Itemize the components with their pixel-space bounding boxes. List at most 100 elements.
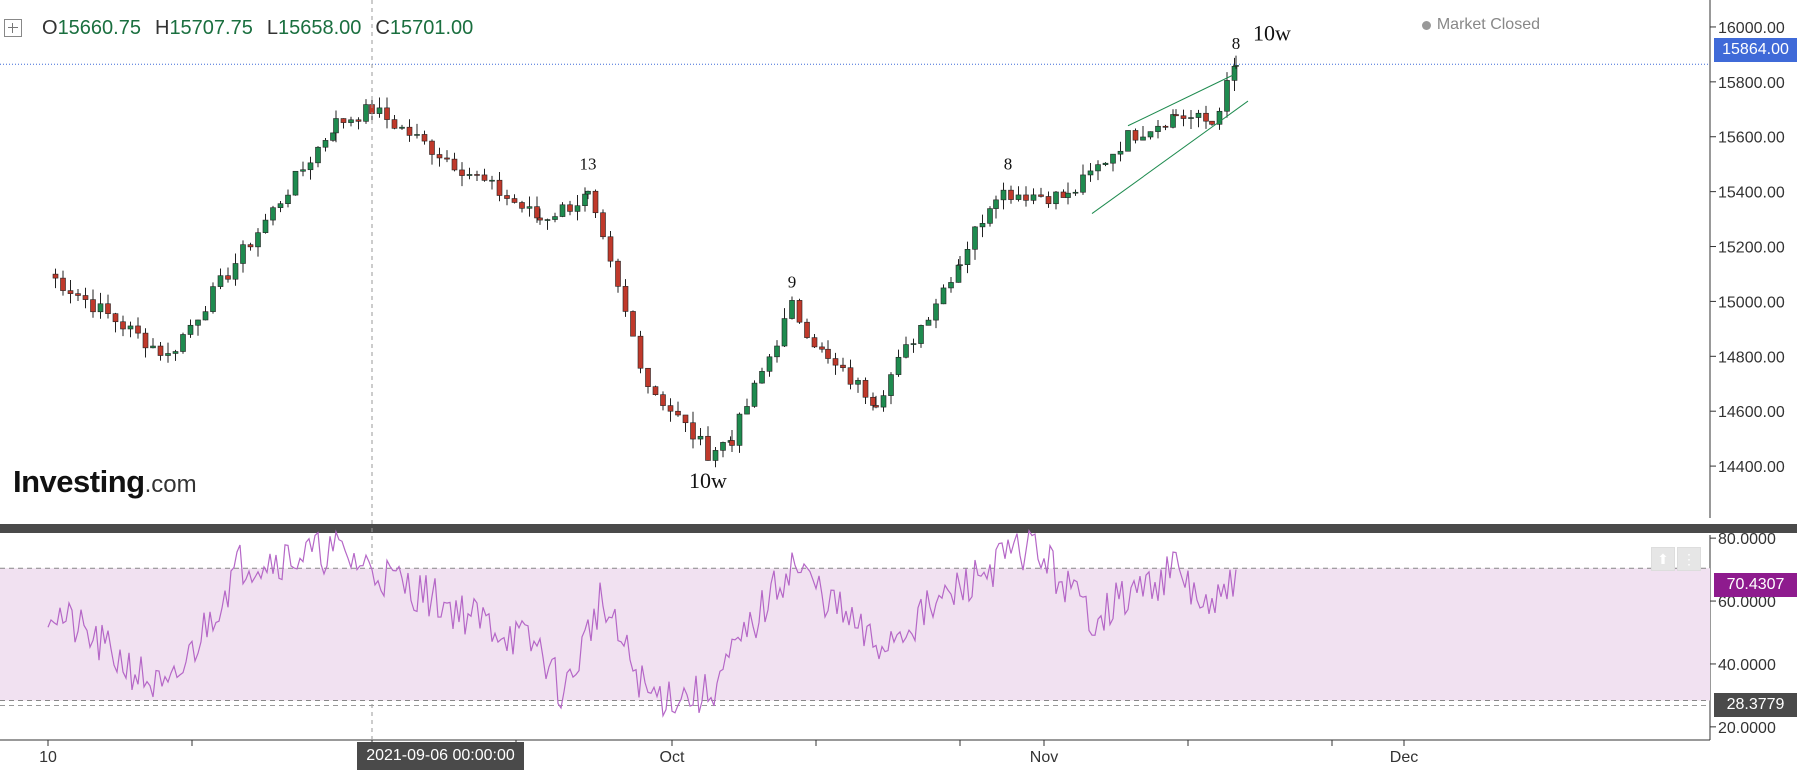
more-options-icon[interactable]: ⋮ [1677, 547, 1701, 571]
candle-body [1102, 162, 1109, 165]
wave-annotation: 9 [788, 273, 797, 292]
candle-body [690, 422, 696, 440]
low-key: L [266, 16, 278, 39]
candle-body [888, 374, 894, 396]
candle-body [895, 356, 902, 375]
candle-body [127, 325, 134, 330]
candle-body [1030, 194, 1037, 201]
candle-body [574, 205, 581, 212]
candle-body [451, 158, 458, 171]
price-tag: 15864.00 [1714, 38, 1797, 62]
candle-body [925, 319, 932, 326]
candle-body [406, 126, 413, 136]
candle-body [712, 450, 719, 461]
crosshair-date-label: 2021-09-06 00:00:00 [357, 742, 524, 770]
candle-body [630, 311, 636, 337]
candle-body [637, 335, 644, 369]
candle-body [262, 219, 269, 233]
candle-body [474, 174, 480, 176]
candle-body [300, 169, 306, 172]
candle-body [120, 321, 126, 330]
candle-body [217, 275, 224, 287]
candle-body [105, 303, 111, 314]
candle-body [142, 332, 149, 349]
rsi-lower-tag: 28.3779 [1714, 693, 1797, 717]
candle-body [90, 299, 96, 313]
candle-body [414, 134, 420, 136]
candle-body [652, 386, 659, 395]
time-tick-label: Oct [660, 749, 685, 766]
candle-body [1140, 136, 1146, 141]
open-value: 15660.75 [57, 16, 141, 39]
candle-body [537, 217, 543, 221]
rsi-series-line [47, 528, 1237, 718]
candle-body [225, 275, 231, 280]
candle-body [489, 179, 495, 182]
candle-body [1147, 131, 1154, 138]
channel-upper-line [1127, 73, 1237, 127]
candle-body [948, 282, 954, 289]
candle-body [247, 244, 254, 248]
candle-body [559, 204, 566, 217]
candle-body [840, 364, 846, 369]
candle-body [964, 249, 971, 265]
candle-body [804, 321, 810, 338]
candle-body [582, 193, 588, 207]
rsi-tick-label: 80.0000 [1718, 531, 1776, 548]
expand-icon[interactable] [4, 19, 22, 37]
candle-body [210, 286, 216, 312]
price-tick-label: 14800.00 [1718, 349, 1785, 366]
candles-group [52, 55, 1239, 468]
candle-body [277, 203, 284, 208]
candle-body [819, 346, 825, 350]
candle-body [957, 264, 963, 266]
price-tick-label: 15800.00 [1718, 75, 1785, 92]
candle-body [607, 236, 614, 262]
candle-body [615, 260, 621, 287]
candle-body [444, 157, 450, 160]
candle-body [202, 311, 209, 321]
candle-body [873, 405, 879, 408]
candle-body [67, 290, 74, 294]
pane-separator [0, 524, 1797, 533]
price-tick-label: 14400.00 [1718, 459, 1785, 476]
rsi-tick-label: 60.0000 [1718, 594, 1776, 611]
brand-name: Investing [13, 464, 145, 499]
time-tick-label: Nov [1030, 749, 1058, 766]
candle-body [504, 195, 510, 199]
rsi-tick-label: 20.0000 [1718, 720, 1776, 737]
candle-body [333, 118, 339, 134]
candle-body [157, 345, 164, 356]
candle-body [112, 313, 119, 323]
candle-body [355, 119, 362, 122]
time-tick-label: 10 [39, 749, 57, 766]
candle-body [1095, 164, 1101, 172]
candle-body [436, 154, 443, 159]
candle-body [832, 358, 839, 366]
candle-body [705, 435, 711, 461]
candle-body [1117, 150, 1124, 155]
candle-body [903, 344, 909, 358]
price-tick-label: 15600.00 [1718, 130, 1785, 147]
candle-body [376, 107, 383, 114]
candle-body [75, 293, 81, 296]
candle-body [862, 380, 869, 398]
candle-body [340, 118, 347, 123]
candle-body [519, 202, 525, 209]
price-tick-label: 14600.00 [1718, 404, 1785, 421]
candle-body [940, 287, 947, 305]
candle-body [52, 273, 59, 279]
candle-body [526, 206, 533, 209]
candle-body [855, 380, 861, 385]
move-up-icon[interactable]: ⬆ [1651, 547, 1675, 571]
candle-body [481, 174, 488, 181]
candle-body [496, 179, 503, 196]
candle-body [82, 295, 89, 300]
candle-body [322, 140, 329, 148]
candle-body [880, 395, 887, 408]
rsi-band [0, 568, 1710, 701]
candle-body [600, 212, 606, 238]
candle-body [232, 263, 239, 280]
price-tick-label: 16000.00 [1718, 20, 1785, 37]
